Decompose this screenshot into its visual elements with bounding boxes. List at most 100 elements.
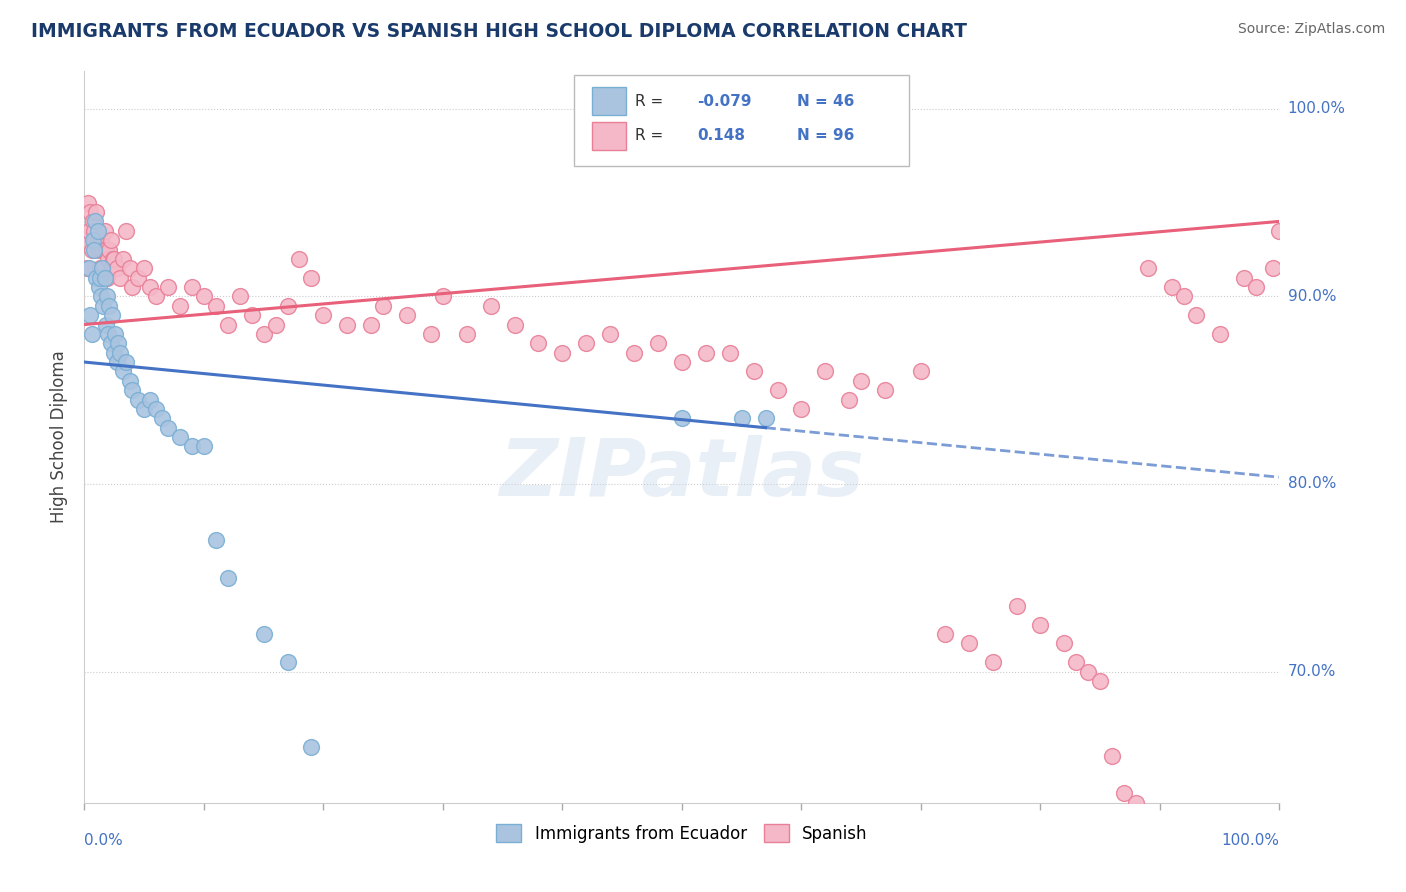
Point [86,224,108,238]
Point [77,195,100,210]
Point [118,261,141,276]
Point [240,308,263,322]
Point [104,326,127,341]
Point [217,318,239,332]
Point [79,308,101,322]
Point [479,299,502,313]
Point [599,326,621,341]
Point [647,336,669,351]
Point [115,224,138,238]
Text: N = 46: N = 46 [797,94,853,109]
Point [100,233,122,247]
Point [169,430,191,444]
Point [132,401,156,416]
Text: -0.079: -0.079 [697,94,752,109]
Bar [592,122,626,150]
Point [89,270,111,285]
Point [288,252,311,266]
Point [100,336,122,351]
Point [1263,261,1285,276]
Point [145,401,167,416]
Point [623,345,645,359]
Point [83,243,105,257]
Point [80,326,103,341]
Point [107,336,129,351]
Point [83,224,105,238]
Point [97,326,120,341]
Point [101,252,124,266]
Point [101,261,124,276]
Point [86,233,108,247]
Text: 100.0%: 100.0% [1222,833,1279,848]
Point [1137,261,1160,276]
Point [93,270,115,285]
Point [217,571,239,585]
Point [432,289,454,303]
Point [373,299,395,313]
Point [91,243,114,257]
Point [91,261,114,276]
Point [301,270,323,285]
Point [90,289,112,303]
Point [103,345,125,359]
Point [575,336,598,351]
Point [105,355,128,369]
Text: 100.0%: 100.0% [1288,102,1346,116]
Point [1053,636,1076,650]
Point [193,289,215,303]
Point [253,326,276,341]
Legend: Immigrants from Ecuador, Spanish: Immigrants from Ecuador, Spanish [489,818,875,849]
Point [551,345,574,359]
Point [105,261,128,276]
Point [1173,289,1195,303]
Point [695,345,717,359]
Point [193,440,215,454]
Point [94,318,117,332]
Point [1066,655,1088,669]
Point [1185,308,1208,322]
Text: R =: R = [636,128,668,144]
Point [86,270,108,285]
Point [264,318,287,332]
Text: 0.148: 0.148 [697,128,745,144]
Point [1125,796,1147,810]
Text: 70.0%: 70.0% [1288,664,1336,679]
Point [132,261,156,276]
Point [957,636,980,650]
Point [396,308,419,322]
Point [93,270,115,285]
Point [86,205,108,219]
Y-axis label: High School Diploma: High School Diploma [51,351,69,524]
Point [87,280,110,294]
Point [1005,599,1028,613]
Point [77,261,100,276]
Point [814,364,837,378]
Point [981,655,1004,669]
Point [1090,673,1112,688]
Point [312,308,335,322]
Point [420,326,443,341]
Point [277,299,299,313]
Point [111,252,134,266]
Point [456,326,478,341]
Point [145,289,167,303]
Point [76,261,98,276]
Point [90,233,112,247]
Text: ZIPatlas: ZIPatlas [499,434,865,513]
Point [1161,280,1184,294]
Point [127,270,149,285]
Point [98,243,121,257]
Point [115,355,138,369]
Point [1077,665,1099,679]
Point [229,289,252,303]
Point [80,243,103,257]
Text: IMMIGRANTS FROM ECUADOR VS SPANISH HIGH SCHOOL DIPLOMA CORRELATION CHART: IMMIGRANTS FROM ECUADOR VS SPANISH HIGH … [31,22,967,41]
Point [336,318,359,332]
Point [110,270,132,285]
Point [181,440,204,454]
Point [205,533,228,548]
Point [82,214,104,228]
Point [253,627,276,641]
Point [301,739,323,754]
Point [503,318,526,332]
